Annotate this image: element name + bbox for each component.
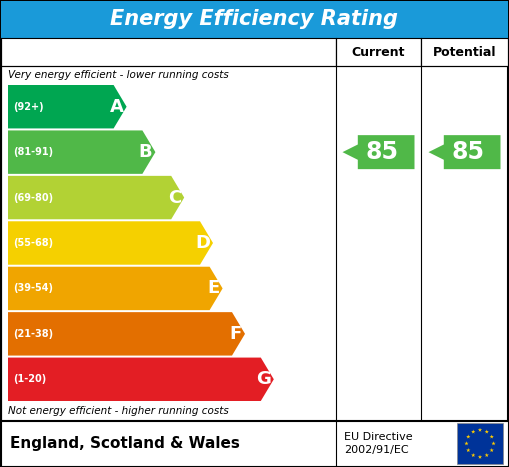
Bar <box>457 423 503 464</box>
Polygon shape <box>343 135 414 169</box>
Text: D: D <box>195 234 210 252</box>
Polygon shape <box>466 434 470 439</box>
Text: (81-91): (81-91) <box>13 147 53 157</box>
Text: EU Directive: EU Directive <box>344 432 413 443</box>
Text: 85: 85 <box>452 140 485 164</box>
Polygon shape <box>491 441 496 446</box>
Text: G: G <box>256 370 271 388</box>
Text: 85: 85 <box>366 140 399 164</box>
Text: B: B <box>139 143 152 161</box>
Text: Very energy efficient - lower running costs: Very energy efficient - lower running co… <box>8 70 229 80</box>
Polygon shape <box>471 453 475 457</box>
Polygon shape <box>429 135 500 169</box>
Text: C: C <box>168 189 181 206</box>
Polygon shape <box>8 358 274 401</box>
Text: (69-80): (69-80) <box>13 192 53 203</box>
Polygon shape <box>485 453 489 457</box>
Text: A: A <box>110 98 124 116</box>
Polygon shape <box>8 312 245 355</box>
Polygon shape <box>8 176 184 219</box>
Text: (55-68): (55-68) <box>13 238 53 248</box>
Text: (39-54): (39-54) <box>13 283 53 293</box>
Text: (1-20): (1-20) <box>13 374 46 384</box>
Bar <box>1 38 336 66</box>
Polygon shape <box>490 434 494 439</box>
Polygon shape <box>478 428 482 432</box>
Text: (92+): (92+) <box>13 102 44 112</box>
Text: England, Scotland & Wales: England, Scotland & Wales <box>10 436 240 451</box>
Text: Energy Efficiency Rating: Energy Efficiency Rating <box>110 9 399 29</box>
Polygon shape <box>464 441 469 446</box>
Polygon shape <box>8 221 213 265</box>
Bar <box>421 38 508 66</box>
Text: 2002/91/EC: 2002/91/EC <box>344 446 409 455</box>
Bar <box>1 421 508 466</box>
Text: F: F <box>230 325 242 343</box>
Polygon shape <box>471 430 475 433</box>
Text: (21-38): (21-38) <box>13 329 53 339</box>
Text: Potential: Potential <box>433 45 496 58</box>
Polygon shape <box>490 448 494 452</box>
Text: Current: Current <box>352 45 405 58</box>
Polygon shape <box>8 267 222 310</box>
Polygon shape <box>8 85 127 128</box>
Polygon shape <box>8 130 155 174</box>
Polygon shape <box>478 455 482 459</box>
Polygon shape <box>485 430 489 433</box>
Bar <box>336 38 421 66</box>
Text: Not energy efficient - higher running costs: Not energy efficient - higher running co… <box>8 406 229 416</box>
Polygon shape <box>466 448 470 452</box>
Text: E: E <box>207 279 219 297</box>
Bar <box>1 1 508 38</box>
